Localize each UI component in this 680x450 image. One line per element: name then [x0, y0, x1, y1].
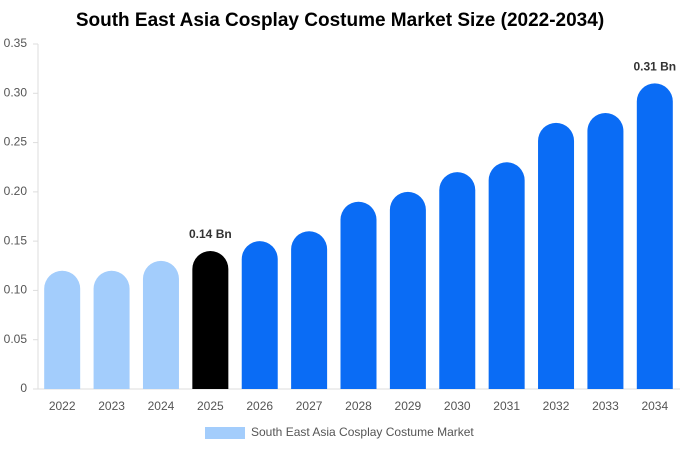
bar — [192, 251, 229, 389]
x-tick-label: 2031 — [493, 399, 520, 413]
legend-label: South East Asia Cosplay Costume Market — [251, 425, 474, 439]
y-tick-label: 0.35 — [4, 36, 28, 50]
x-tick-label: 2034 — [641, 399, 668, 413]
x-tick-label: 2026 — [246, 399, 273, 413]
x-tick-label: 2022 — [49, 399, 76, 413]
bar — [389, 191, 426, 389]
value-label: 0.14 Bn — [189, 227, 232, 241]
x-tick-label: 2027 — [296, 399, 323, 413]
bar — [488, 162, 525, 389]
x-tick-label: 2024 — [148, 399, 175, 413]
bar — [93, 270, 130, 389]
bar — [538, 122, 575, 389]
y-tick-label: 0.15 — [4, 233, 28, 247]
y-tick-label: 0.25 — [4, 135, 28, 149]
bar — [439, 172, 476, 389]
y-tick-label: 0 — [20, 381, 27, 395]
bar — [340, 201, 377, 389]
bar — [44, 270, 81, 389]
bar — [636, 83, 673, 389]
bar — [241, 241, 278, 389]
x-tick-label: 2029 — [395, 399, 422, 413]
x-tick-label: 2032 — [543, 399, 570, 413]
bar — [142, 260, 179, 389]
y-tick-label: 0.30 — [4, 85, 28, 99]
value-label: 0.31 Bn — [633, 60, 676, 74]
bar — [587, 113, 624, 389]
y-tick-label: 0.20 — [4, 184, 28, 198]
chart-title: South East Asia Cosplay Costume Market S… — [76, 10, 604, 31]
y-tick-label: 0.05 — [4, 332, 28, 346]
x-tick-label: 2028 — [345, 399, 372, 413]
legend-swatch — [205, 427, 245, 439]
x-tick-label: 2025 — [197, 399, 224, 413]
bar — [291, 231, 328, 389]
x-tick-label: 2030 — [444, 399, 471, 413]
x-tick-label: 2033 — [592, 399, 619, 413]
y-tick-label: 0.10 — [4, 283, 28, 297]
x-tick-label: 2023 — [98, 399, 125, 413]
